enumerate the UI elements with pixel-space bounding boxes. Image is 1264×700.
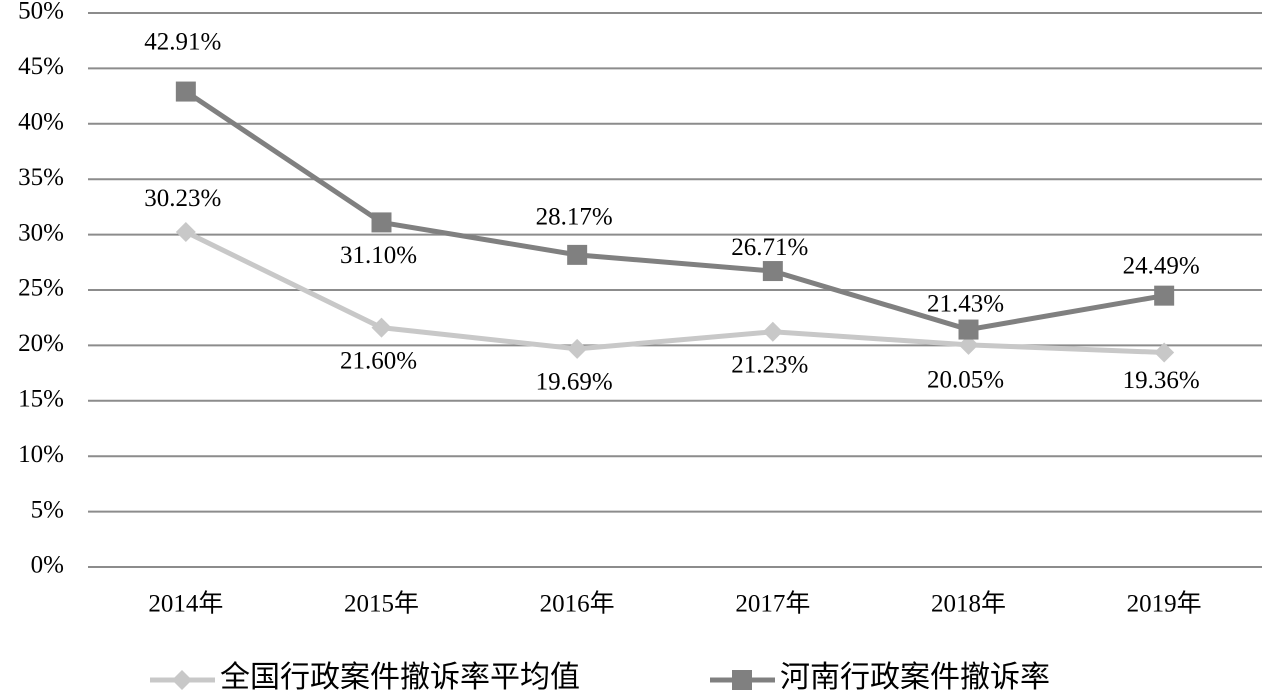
legend-label: 河南行政案件撤诉率 bbox=[780, 661, 1050, 694]
data-point bbox=[567, 338, 588, 359]
y-tick-label: 25% bbox=[18, 275, 64, 302]
data-label: 42.91% bbox=[144, 28, 221, 55]
x-tick-label: 2017年 bbox=[735, 590, 810, 618]
data-label: 19.69% bbox=[536, 369, 613, 396]
series-line bbox=[184, 229, 1165, 355]
y-tick-label: 30% bbox=[18, 219, 64, 246]
data-point bbox=[371, 317, 392, 338]
series-line bbox=[184, 89, 1165, 333]
data-point bbox=[1154, 285, 1175, 306]
legend-marker bbox=[172, 670, 192, 690]
data-point bbox=[762, 261, 783, 282]
y-tick-label: 50% bbox=[18, 0, 64, 25]
data-label: 21.23% bbox=[731, 352, 808, 379]
data-label: 24.49% bbox=[1123, 252, 1200, 279]
legend-label: 全国行政案件撤诉率平均值 bbox=[220, 661, 580, 694]
x-tick-label: 2016年 bbox=[540, 590, 615, 618]
x-tick-label: 2018年 bbox=[931, 590, 1006, 618]
data-point bbox=[762, 321, 783, 342]
data-label: 21.60% bbox=[340, 347, 417, 374]
data-label: 19.36% bbox=[1123, 367, 1200, 394]
x-tick-label: 2014年 bbox=[148, 590, 223, 618]
data-point bbox=[175, 222, 196, 243]
y-tick-label: 10% bbox=[18, 441, 64, 468]
x-tick-label: 2019年 bbox=[1127, 590, 1202, 618]
y-tick-label: 35% bbox=[18, 164, 64, 191]
data-point bbox=[1154, 342, 1175, 363]
data-point bbox=[958, 334, 979, 355]
x-tick-label: 2015年 bbox=[344, 590, 419, 618]
data-point bbox=[958, 319, 979, 340]
y-tick-label: 40% bbox=[18, 109, 64, 136]
data-label: 28.17% bbox=[536, 204, 613, 231]
y-tick-label: 0% bbox=[31, 552, 64, 579]
data-label: 20.05% bbox=[927, 367, 1004, 394]
y-tick-label: 20% bbox=[18, 330, 64, 357]
y-tick-label: 5% bbox=[31, 496, 64, 523]
data-label: 21.43% bbox=[927, 290, 1004, 317]
data-point bbox=[175, 81, 196, 102]
data-label: 30.23% bbox=[144, 185, 221, 212]
data-label: 26.71% bbox=[731, 234, 808, 261]
data-point bbox=[371, 212, 392, 233]
data-label: 31.10% bbox=[340, 242, 417, 269]
y-tick-label: 15% bbox=[18, 386, 64, 413]
y-tick-label: 45% bbox=[18, 53, 64, 80]
legend-marker bbox=[732, 670, 752, 690]
data-point bbox=[567, 244, 588, 265]
